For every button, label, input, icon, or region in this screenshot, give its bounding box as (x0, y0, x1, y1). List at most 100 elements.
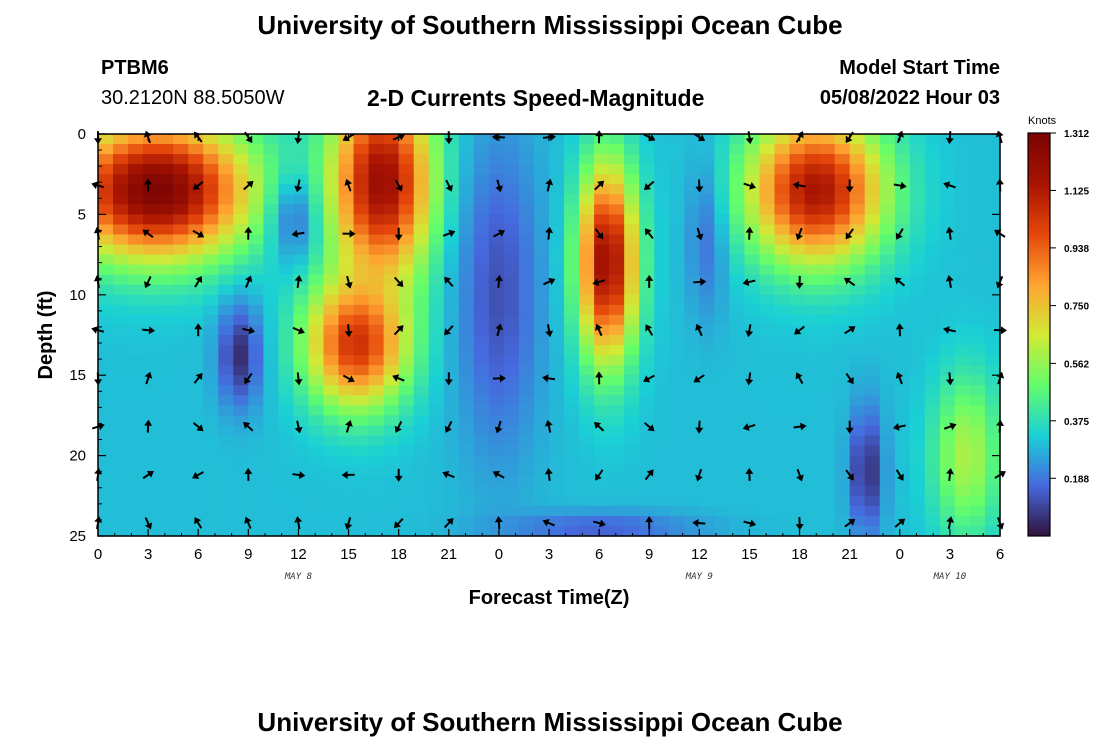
heatmap-cell (939, 174, 956, 185)
heatmap-cell (639, 174, 655, 185)
heatmap-cell (518, 475, 535, 487)
heatmap-cell (158, 355, 174, 366)
heatmap-cell (879, 435, 896, 447)
heatmap-cell (924, 284, 941, 296)
current-arrow (294, 516, 303, 530)
heatmap-cell (849, 274, 866, 286)
heatmap-cell (969, 214, 986, 226)
heatmap-cell (278, 144, 295, 155)
heatmap-cell (804, 375, 821, 386)
heatmap-cell (368, 505, 385, 517)
heatmap-cell (669, 335, 685, 346)
heatmap-cell (248, 505, 264, 517)
heatmap-cell (609, 445, 625, 457)
heatmap-cell (744, 485, 761, 497)
heatmap-cell (879, 244, 896, 256)
heatmap-cell (113, 465, 129, 477)
heatmap-cell (894, 525, 911, 537)
heatmap-cell (669, 194, 685, 205)
heatmap-cell (158, 525, 174, 537)
heatmap-cell (699, 475, 715, 487)
heatmap-cell (323, 475, 340, 487)
heatmap-cell (564, 345, 580, 356)
heatmap-cell (564, 134, 580, 145)
heatmap-cell (383, 455, 400, 467)
heatmap-cell (804, 445, 821, 457)
heatmap-cell (173, 445, 189, 457)
heatmap-cell (353, 294, 370, 306)
heatmap-cell (458, 174, 475, 185)
heatmap-cell (894, 154, 911, 165)
heatmap-cell (819, 495, 836, 507)
heatmap-cell (323, 174, 340, 185)
heatmap-cell (188, 365, 204, 376)
arrow-head (246, 180, 254, 188)
heatmap-cell (639, 335, 655, 346)
heatmap-cell (849, 194, 866, 205)
current-arrow (545, 178, 554, 192)
heatmap-cell (203, 465, 219, 477)
heatmap-cell (458, 465, 475, 477)
heatmap-cell (549, 264, 565, 276)
heatmap-cell (714, 274, 730, 286)
heatmap-cell (549, 234, 565, 246)
heatmap-cell (263, 324, 279, 336)
heatmap-cell (759, 154, 776, 165)
heatmap-cell (203, 194, 219, 205)
heatmap-cell (834, 214, 851, 226)
heatmap-cell (458, 164, 475, 175)
heatmap-cell (684, 194, 700, 205)
current-arrow (745, 324, 754, 338)
heatmap-cell (759, 314, 776, 326)
heatmap-cell (353, 254, 370, 266)
heatmap-cell (609, 385, 625, 396)
heatmap-cell (819, 355, 836, 366)
heatmap-cell (624, 304, 640, 316)
heatmap-cell (518, 174, 535, 185)
heatmap-cell (924, 234, 941, 246)
heatmap-cell (594, 345, 610, 356)
heatmap-cell (894, 435, 911, 447)
heatmap-cell (969, 274, 986, 286)
heatmap-cell (218, 415, 234, 427)
current-arrow (294, 179, 303, 193)
heatmap-cell (128, 345, 144, 356)
heatmap-cell (383, 335, 400, 346)
heatmap-cell (248, 174, 264, 185)
heatmap-cell (353, 174, 370, 185)
current-arrow (745, 226, 754, 240)
heatmap-cell (849, 234, 866, 246)
arrow-head (144, 281, 152, 289)
heatmap-cell (488, 324, 505, 336)
heatmap-cell (714, 345, 730, 356)
heatmap-cell (819, 475, 836, 487)
heatmap-cell (819, 284, 836, 296)
arrow-head (245, 275, 253, 283)
heatmap-cell (729, 395, 746, 406)
heatmap-cell (323, 405, 340, 416)
heatmap-cell (909, 335, 926, 346)
heatmap-cell (113, 355, 129, 366)
heatmap-cell (744, 174, 761, 185)
heatmap-cell (624, 264, 640, 276)
arrow-head (394, 475, 403, 482)
heatmap-cell (323, 144, 340, 155)
heatmap-cell (113, 284, 129, 296)
heatmap-cell (458, 475, 475, 487)
heatmap-cell (594, 445, 610, 457)
heatmap-cell (158, 335, 174, 346)
heatmap-cell (143, 254, 159, 266)
arrow-head (648, 134, 656, 142)
heatmap-cell (218, 184, 234, 195)
heatmap-cell (864, 405, 881, 416)
heatmap-cell (729, 475, 746, 487)
heatmap-cell (383, 425, 400, 437)
heatmap-cell (323, 425, 340, 437)
heatmap-cell (248, 465, 264, 477)
heatmap-cell (218, 264, 234, 276)
heatmap-cell (744, 244, 761, 256)
heatmap-cell (233, 204, 249, 215)
heatmap-cell (969, 244, 986, 256)
heatmap-cell (834, 174, 851, 185)
heatmap-cell (969, 254, 986, 266)
